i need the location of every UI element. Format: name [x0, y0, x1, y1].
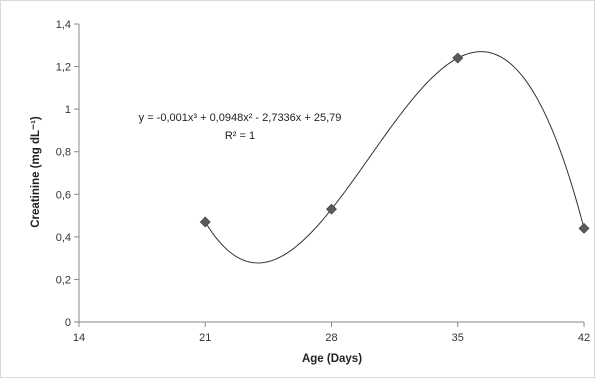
data-point: [326, 203, 337, 215]
trendline-equation: y = -0,001x³ + 0,0948x² - 2,7336x + 25,7…: [139, 112, 342, 124]
x-ticks: 14 21 28 35 42: [73, 322, 590, 344]
y-tick-label: 0: [65, 317, 71, 329]
x-tick-label: 21: [199, 332, 211, 344]
x-tick-label: 35: [452, 332, 464, 344]
y-tick-label: 1,2: [56, 62, 71, 74]
data-point: [199, 216, 211, 228]
y-ticks: 0 0,2 0,4 0,6 0,8 1 1,2 1,4: [56, 19, 79, 329]
y-axis-title: Creatinine (mg dL⁻¹): [30, 116, 42, 228]
trendline-r2: R² = 1: [225, 130, 255, 142]
data-points: [199, 52, 590, 234]
y-tick-label: 0,2: [56, 274, 71, 286]
y-tick-label: 0,4: [56, 232, 71, 244]
x-tick-label: 42: [578, 332, 590, 344]
y-tick-label: 1,4: [56, 19, 71, 31]
axes: [78, 24, 584, 323]
data-point: [452, 52, 464, 64]
y-tick-label: 0,6: [56, 189, 71, 201]
y-tick-label: 1: [65, 104, 71, 116]
x-tick-label: 14: [73, 332, 85, 344]
data-point: [578, 222, 590, 234]
trendline-curve: [204, 51, 585, 264]
x-axis-title: Age (Days): [302, 353, 362, 365]
y-tick-label: 0,8: [56, 147, 71, 159]
x-tick-label: 28: [325, 332, 337, 344]
